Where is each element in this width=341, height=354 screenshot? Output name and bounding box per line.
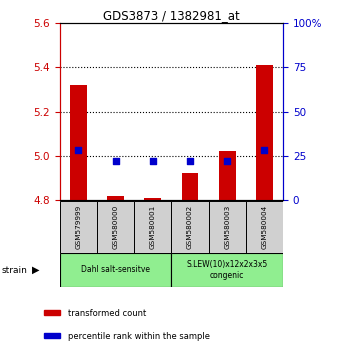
Text: percentile rank within the sample: percentile rank within the sample <box>69 332 210 341</box>
Text: GSM580003: GSM580003 <box>224 205 230 249</box>
Bar <box>60 201 97 253</box>
Bar <box>44 310 60 315</box>
Bar <box>256 65 273 200</box>
Title: GDS3873 / 1382981_at: GDS3873 / 1382981_at <box>103 9 240 22</box>
Text: Dahl salt-sensitve: Dahl salt-sensitve <box>81 266 150 274</box>
Bar <box>60 253 172 287</box>
Point <box>224 158 230 164</box>
Point <box>113 158 118 164</box>
Text: GSM580002: GSM580002 <box>187 205 193 249</box>
Text: S.LEW(10)x12x2x3x5
congenic: S.LEW(10)x12x2x3x5 congenic <box>187 260 268 280</box>
Text: GSM579999: GSM579999 <box>75 205 81 249</box>
Text: GSM580001: GSM580001 <box>150 205 156 249</box>
Bar <box>134 201 171 253</box>
Bar <box>144 198 161 200</box>
Text: GSM580004: GSM580004 <box>262 205 267 249</box>
Point <box>76 148 81 153</box>
Text: strain: strain <box>2 266 28 275</box>
Text: ▶: ▶ <box>32 265 40 275</box>
Bar <box>107 196 124 200</box>
Point <box>262 148 267 153</box>
Bar <box>219 152 236 200</box>
Text: GSM580000: GSM580000 <box>113 205 119 249</box>
Bar <box>209 201 246 253</box>
Bar <box>44 333 60 338</box>
Text: transformed count: transformed count <box>69 309 147 318</box>
Bar <box>171 253 283 287</box>
Point <box>187 158 193 164</box>
Bar <box>182 173 198 200</box>
Bar <box>97 201 134 253</box>
Point <box>150 158 155 164</box>
Bar <box>246 201 283 253</box>
Bar <box>70 85 87 200</box>
Bar <box>171 201 209 253</box>
